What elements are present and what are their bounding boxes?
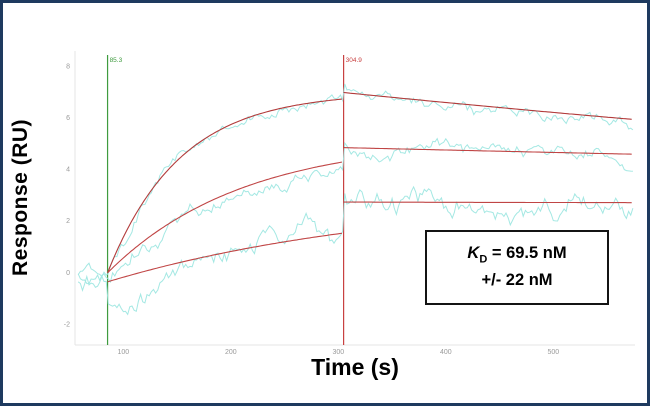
y-tick-label: 8: [66, 63, 70, 70]
x-axis-label: Time (s): [311, 354, 399, 380]
kd-subscript: D: [479, 253, 488, 266]
dissociation-fit-line: [343, 91, 632, 120]
x-tick-label: 200: [225, 349, 237, 356]
y-tick-label: 2: [66, 218, 70, 225]
injection-start-label: 85.3: [110, 57, 123, 64]
sensorgram-trace: [77, 185, 634, 316]
sensorgram-trace: [77, 83, 634, 278]
association-fit-line: [107, 161, 342, 274]
y-tick-label: 6: [66, 115, 70, 122]
kd-symbol: K: [467, 244, 480, 262]
x-tick-label: 100: [118, 349, 130, 356]
injection-end-label: 304.9: [346, 57, 363, 64]
x-tick-label: 300: [332, 349, 344, 356]
y-tick-label: 4: [66, 167, 70, 174]
kd-error-line: +/- 22 nM: [481, 271, 553, 290]
y-tick-label: -2: [64, 321, 70, 328]
kd-value-line: KD = 69.5 nM: [431, 241, 603, 268]
sensorgram-chart: 100 200 300 400 500 -2 0 2 4 6 8 85.3 304.9: [64, 51, 635, 356]
kd-annotation-box: KD = 69.5 nM +/- 22 nM: [425, 230, 609, 305]
association-fit-line: [107, 232, 342, 283]
association-fit-line: [107, 98, 342, 274]
dissociation-fit-line: [343, 147, 632, 155]
y-tick-label: 0: [66, 270, 70, 277]
dissociation-fit-line: [343, 201, 632, 204]
x-tick-label: 400: [440, 349, 452, 356]
x-tick-label: 500: [547, 349, 559, 356]
kd-value: = 69.5 nM: [487, 244, 567, 262]
